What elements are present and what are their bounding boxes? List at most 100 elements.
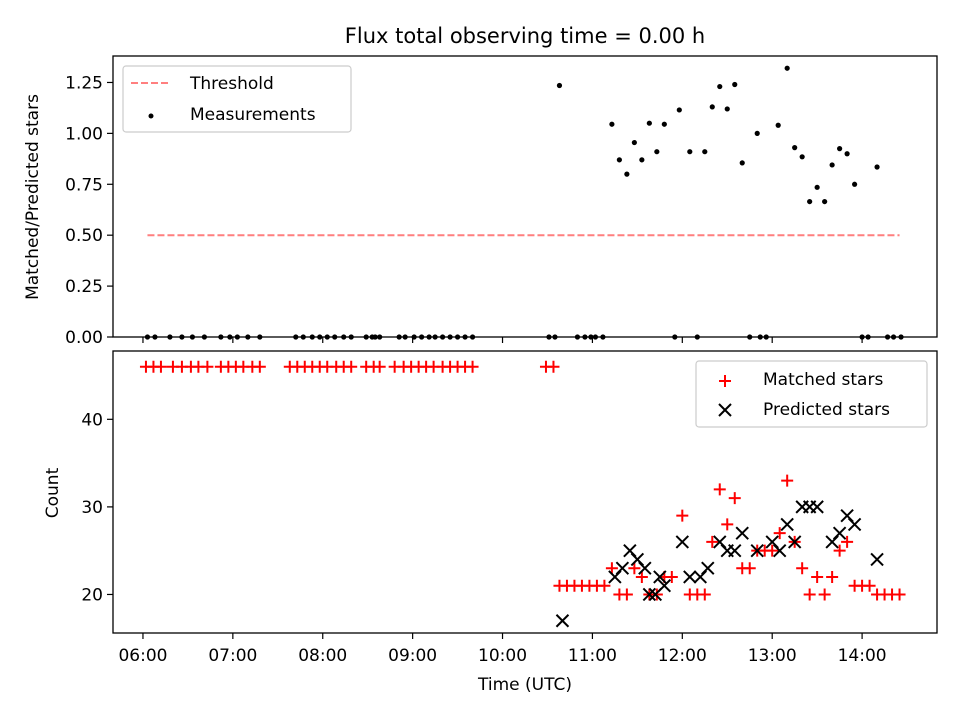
matched-star-point xyxy=(766,544,779,557)
measurement-point xyxy=(775,122,781,128)
measurement-point xyxy=(631,139,637,146)
measurement-point xyxy=(676,107,682,113)
x-tick-label: 14:00 xyxy=(838,646,887,666)
measurement-point xyxy=(754,130,760,136)
predicted-star-point xyxy=(810,500,824,514)
measurement-point xyxy=(624,171,630,177)
measurement-point xyxy=(837,146,843,152)
matched-star-point xyxy=(833,544,846,557)
matched-star-point xyxy=(781,474,794,487)
top-panel: Flux total observing time = 0.00 h Match… xyxy=(23,24,938,348)
matched-star-point xyxy=(818,588,831,601)
matched-star-point xyxy=(253,360,266,373)
x-tick-label: 06:00 xyxy=(118,646,167,666)
matched-star-point xyxy=(713,483,726,496)
matched-star-point xyxy=(201,360,214,373)
predicted-star-point xyxy=(780,517,794,532)
bottom-legend-box xyxy=(695,360,928,428)
legend-measurements-label: Measurements xyxy=(190,105,316,125)
predicted-star-point xyxy=(870,552,884,567)
matched-star-point xyxy=(803,588,816,601)
matched-star-point xyxy=(635,570,648,583)
matched-star-point xyxy=(605,562,618,575)
legend-measurements-swatch xyxy=(148,113,154,119)
legend-predicted-swatch xyxy=(718,403,732,417)
bottom-x-ticks: 06:00 07:00 08:00 09:00 10:00 11:00 12:00 13:00… xyxy=(118,633,887,666)
matched-star-point xyxy=(811,570,824,583)
measurement-point xyxy=(844,151,850,157)
measurement-point xyxy=(829,162,835,168)
measurement-point xyxy=(556,82,563,89)
bottom-axes-frame xyxy=(112,350,938,634)
measurement-point xyxy=(616,157,622,163)
predicted-star-point xyxy=(701,561,715,575)
chart-title: Flux total observing time = 0.00 h xyxy=(345,24,705,48)
measurement-point xyxy=(807,198,813,205)
matched-star-point xyxy=(676,509,689,522)
matched-star-point xyxy=(466,360,479,373)
measurement-point xyxy=(739,160,745,166)
matched-star-point xyxy=(373,360,386,373)
predicted-star-point xyxy=(642,587,657,602)
y-tick-label: 20 xyxy=(81,585,103,605)
measurement-point xyxy=(822,198,828,205)
predicted-star-point xyxy=(675,535,690,549)
predicted-star-point xyxy=(555,614,570,628)
matched-star-point xyxy=(743,562,756,575)
top-legend: Threshold Measurements xyxy=(122,65,352,133)
measurement-point xyxy=(639,157,645,163)
y-tick-label: 30 xyxy=(81,498,103,518)
matched-star-point xyxy=(841,535,854,548)
matched-star-point xyxy=(620,588,633,601)
measurement-point xyxy=(732,81,738,88)
predicted-star-point xyxy=(750,543,764,558)
predicted-star-point xyxy=(657,579,672,593)
x-tick-label: 10:00 xyxy=(478,646,527,666)
y-tick-label: 1.25 xyxy=(65,73,103,93)
measurement-point xyxy=(687,149,693,155)
measurement-point xyxy=(792,145,798,151)
predicted-star-point xyxy=(847,517,862,532)
predicted-star-point xyxy=(728,543,742,558)
y-tick-label: 0.25 xyxy=(65,277,103,297)
predicted-star-point xyxy=(772,543,787,558)
measurement-point xyxy=(799,154,805,160)
matched-star-point xyxy=(826,570,839,583)
matched-star-point xyxy=(893,588,906,601)
y-tick-label: 0.00 xyxy=(65,328,103,348)
matched-star-point xyxy=(345,360,358,373)
measurement-point xyxy=(814,184,820,190)
matched-star-point xyxy=(598,579,611,592)
bottom-x-axis-label: Time (UTC) xyxy=(477,675,572,695)
measurement-point xyxy=(724,106,730,112)
y-tick-label: 0.75 xyxy=(65,175,103,195)
matched-star-point xyxy=(773,527,786,540)
y-tick-label: 1.00 xyxy=(65,124,103,144)
matched-star-point xyxy=(721,518,734,531)
predicted-star-point xyxy=(832,526,847,540)
bottom-plot-area xyxy=(139,360,906,628)
x-tick-label: 09:00 xyxy=(388,646,437,666)
measurement-point xyxy=(654,149,660,155)
x-tick-label: 11:00 xyxy=(568,646,617,666)
x-tick-label: 07:00 xyxy=(208,646,257,666)
legend-matched-label: Matched stars xyxy=(763,370,883,390)
measurement-point xyxy=(784,65,790,71)
matched-star-point xyxy=(863,579,876,592)
x-tick-label: 13:00 xyxy=(748,646,797,666)
bottom-y-ticks: 20 30 40 xyxy=(81,410,113,605)
y-tick-label: 0.50 xyxy=(65,226,103,246)
predicted-star-point xyxy=(638,561,652,575)
legend-matched-swatch xyxy=(719,375,731,387)
measurement-point xyxy=(717,83,723,90)
top-x-ticks xyxy=(142,337,863,343)
measurement-point xyxy=(702,149,708,155)
top-legend-box xyxy=(122,65,352,133)
matched-star-point xyxy=(650,588,663,601)
matched-star-point xyxy=(665,570,678,583)
top-y-ticks: 0.00 0.25 0.50 0.75 1.00 1.25 xyxy=(65,73,113,348)
measurement-point xyxy=(661,121,667,127)
x-tick-label: 08:00 xyxy=(298,646,347,666)
